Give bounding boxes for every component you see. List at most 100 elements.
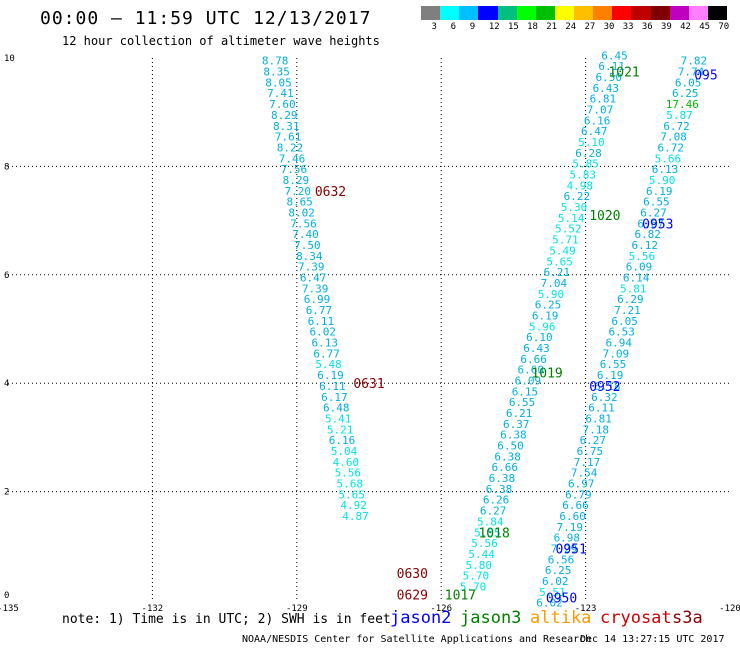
pass-time-label-jason2: 0951	[556, 543, 587, 558]
swh-value-jason2: 5.51	[539, 586, 566, 599]
swh-value-s3a: 7.56	[281, 163, 308, 176]
swh-points: 8.788.358.057.417.608.298.317.618.227.46…	[262, 49, 707, 609]
swh-value-jason2: 7.54	[571, 467, 598, 480]
swh-value-jason3: 5.10	[578, 136, 605, 149]
x-tick-label: -132	[142, 604, 164, 614]
swh-value-jason2: 6.11	[588, 402, 615, 415]
swh-value-jason3: 6.81	[590, 93, 617, 106]
legend-label: 45	[699, 22, 711, 32]
swh-value-jason3: 5.49	[549, 244, 576, 257]
y-tick-label: 8	[4, 162, 9, 172]
satellite-legend-jason3: jason3	[460, 608, 522, 628]
swh-value-jason3: 5.56	[471, 537, 498, 550]
satellite-legend-jason2: jason2	[390, 608, 452, 628]
swh-value-jason2: 6.14	[623, 272, 650, 285]
swh-value-jason2: 6.27	[580, 434, 607, 447]
swh-value-jason3: 6.43	[523, 342, 550, 355]
swh-value-jason2: 7.19	[556, 521, 583, 534]
swh-value-jason3: 6.15	[512, 385, 539, 398]
pass-time-label-s3a: 0630	[397, 567, 428, 582]
y-tick-label: 4	[4, 379, 9, 389]
x-tick-label: -123	[575, 604, 597, 614]
swh-value-s3a: 6.11	[319, 380, 346, 393]
swh-value-jason2: 7.29	[551, 543, 578, 556]
swh-value-jason2: 6.94	[606, 337, 633, 350]
swh-value-jason3: 6.55	[509, 396, 536, 409]
swh-value-jason2: 5.56	[629, 250, 656, 263]
pass-time-label-s3a: 0629	[397, 589, 428, 604]
legend-label: 42	[680, 22, 691, 32]
pass-time-label-jason2: 0953	[642, 217, 673, 232]
swh-value-jason2: 7.74	[678, 66, 705, 79]
swh-value-jason2: 6.72	[663, 120, 690, 133]
legend-label: 6	[450, 22, 457, 32]
swh-value-jason3: 5.55	[474, 526, 501, 539]
swh-value-jason3: 6.38	[494, 450, 521, 463]
legend-label: 12	[488, 22, 500, 32]
swh-value-jason2: 6.72	[658, 141, 685, 154]
swh-value-jason2: 6.12	[632, 239, 659, 252]
y-tick-label: 0	[4, 591, 9, 601]
legend-swatch	[631, 6, 651, 20]
swh-value-s3a: 6.77	[306, 304, 333, 317]
swh-value-jason2: 6.13	[652, 163, 679, 176]
legend-swatch	[535, 6, 555, 20]
swh-value-s3a: 8.29	[271, 109, 298, 122]
swh-value-jason3: 5.30	[561, 201, 588, 214]
swh-value-jason2: 6.66	[562, 499, 589, 512]
swh-value-s3a: 7.61	[275, 131, 302, 144]
swh-value-s3a: 7.40	[292, 228, 319, 241]
swh-value-jason2: 7.08	[660, 131, 687, 144]
swh-value-s3a: 7.46	[279, 152, 306, 165]
swh-value-jason3: 6.60	[517, 364, 544, 377]
swh-value-jason2: 6.19	[597, 369, 624, 382]
swh-value-jason3: 6.10	[526, 331, 553, 344]
swh-value-jason2: 5.81	[620, 282, 647, 295]
swh-value-jason3: 5.90	[538, 288, 565, 301]
swh-value-jason2: 6.98	[554, 532, 581, 545]
legend-swatch	[574, 6, 594, 20]
swh-value-jason2: 6.97	[568, 477, 595, 490]
swh-value-jason3: 5.83	[569, 169, 596, 182]
swh-value-s3a: 7.56	[290, 217, 317, 230]
swh-value-s3a: 7.39	[302, 282, 329, 295]
swh-value-s3a: 6.77	[313, 347, 340, 360]
swh-value-jason2: 6.25	[545, 564, 572, 577]
swh-value-jason2: 6.75	[577, 445, 604, 458]
satellite-legend-s3a: s3a	[672, 608, 703, 628]
legend-label: 18	[527, 22, 538, 32]
pass-time-label-jason3: 1018	[478, 526, 509, 541]
swh-value-s3a: 8.29	[283, 174, 310, 187]
swh-value-s3a: 8.34	[296, 250, 323, 263]
pass-time-label-jason3: 1017	[445, 589, 476, 604]
swh-value-jason3: 6.26	[483, 494, 510, 507]
swh-value-s3a: 8.65	[286, 196, 313, 209]
swh-value-jason2: 6.55	[600, 358, 627, 371]
swh-value-jason3: 6.37	[503, 418, 530, 431]
swh-value-jason3: 6.50	[595, 71, 622, 84]
swh-value-jason3: 5.52	[555, 223, 582, 236]
legend-label: 70	[718, 22, 730, 32]
legend-label: 3	[431, 22, 437, 32]
swh-value-jason2: 6.82	[634, 228, 661, 241]
swh-value-s3a: 8.35	[263, 66, 290, 79]
legend-label: 27	[584, 22, 596, 32]
swh-value-s3a: 5.04	[331, 445, 358, 458]
swh-value-s3a: 6.47	[300, 272, 327, 285]
swh-value-jason2: 7.21	[614, 304, 641, 317]
swh-value-jason3: 6.09	[515, 374, 542, 387]
swh-value-s3a: 5.21	[327, 423, 354, 436]
swh-value-jason3: 5.96	[529, 320, 556, 333]
swh-value-s3a: 6.02	[310, 326, 337, 339]
swh-value-s3a: 5.65	[338, 488, 365, 501]
x-tick-label: -135	[0, 604, 19, 614]
swh-value-jason2: 6.60	[559, 510, 586, 523]
pass-time-label-jason2: 0950	[546, 591, 577, 606]
swh-value-jason3: 6.38	[500, 429, 527, 442]
swh-value-jason3: 5.14	[558, 212, 585, 225]
swh-value-jason2: 6.81	[585, 412, 612, 425]
x-tick-label: -129	[286, 604, 308, 614]
swh-value-s3a: 6.11	[308, 315, 335, 328]
swh-value-jason3: 6.38	[489, 472, 516, 485]
y-tick-label: 2	[4, 488, 9, 498]
